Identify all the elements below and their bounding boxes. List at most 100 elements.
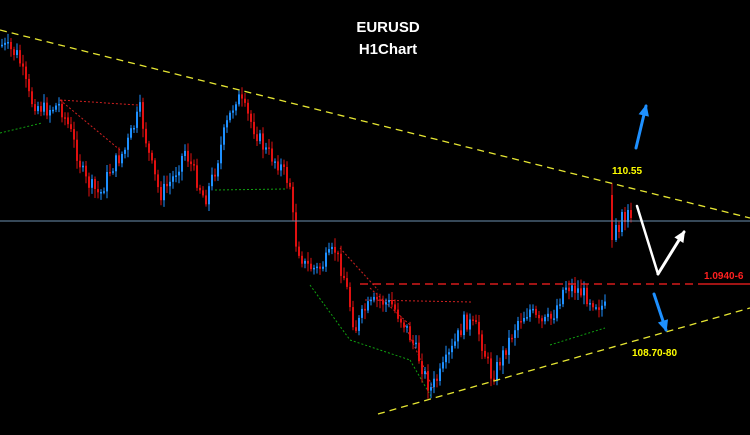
candle-body-165 <box>496 362 498 382</box>
candle-body-86 <box>259 133 261 142</box>
candle-body-74 <box>223 127 225 145</box>
candle-body-180 <box>541 318 543 322</box>
candle-body-193 <box>580 288 582 296</box>
candle-body-11 <box>34 104 36 112</box>
candle-body-198 <box>595 307 597 309</box>
candle-body-1 <box>4 42 6 45</box>
candle-body-122 <box>367 301 369 311</box>
candle-body-162 <box>487 356 489 359</box>
candle-body-4 <box>13 49 15 55</box>
pattern-red-0 <box>59 99 139 106</box>
pattern-red-2 <box>339 247 379 291</box>
candle-body-13 <box>40 106 42 112</box>
candle-body-176 <box>529 309 531 318</box>
candle-body-208 <box>630 210 632 218</box>
candle-body-42 <box>127 137 129 150</box>
candle-body-88 <box>265 147 267 150</box>
candle-body-105 <box>316 266 318 269</box>
candle-body-146 <box>439 368 441 381</box>
candle-body-128 <box>385 302 387 305</box>
candle-body-145 <box>436 378 438 381</box>
candle-body-78 <box>235 104 237 111</box>
candle-body-98 <box>295 212 297 247</box>
candle-body-130 <box>391 300 393 305</box>
candle-body-85 <box>256 134 258 142</box>
candle-body-28 <box>85 165 87 177</box>
candle-body-111 <box>334 246 336 253</box>
candle-body-121 <box>364 308 366 311</box>
pattern-red-1 <box>59 99 121 151</box>
candle-body-182 <box>547 313 549 317</box>
level-label-upper: 110.55 <box>612 166 642 177</box>
pattern-green-2 <box>309 284 351 341</box>
candle-body-129 <box>388 300 390 303</box>
candle-body-6 <box>19 50 21 64</box>
candle-body-72 <box>217 163 219 177</box>
candle-body-97 <box>292 186 294 213</box>
candle-body-12 <box>37 106 39 112</box>
candle-body-96 <box>289 182 291 187</box>
candle-body-125 <box>376 296 378 300</box>
candle-body-76 <box>229 112 231 121</box>
candle-body-117 <box>352 307 354 328</box>
candle-body-142 <box>427 371 429 391</box>
candle-body-0 <box>1 44 3 47</box>
candle-body-102 <box>307 260 309 264</box>
candle-body-115 <box>346 278 348 287</box>
chart-subtitle: H1Chart <box>359 41 417 58</box>
candle-body-92 <box>277 161 279 171</box>
candle-body-84 <box>253 121 255 135</box>
scenario-leg-down <box>635 204 660 276</box>
candle-body-169 <box>508 337 510 355</box>
candle-body-178 <box>535 308 537 315</box>
candle-body-49 <box>148 143 150 153</box>
candle-body-190 <box>571 285 573 292</box>
candle-body-5 <box>16 50 18 55</box>
candle-body-61 <box>184 150 186 156</box>
candle-body-44 <box>133 128 135 130</box>
candle-body-191 <box>574 285 576 293</box>
candle-body-166 <box>499 362 501 366</box>
candle-body-51 <box>154 160 156 175</box>
candle-body-186 <box>559 304 561 306</box>
candle-body-140 <box>421 361 423 375</box>
candle-body-171 <box>514 330 516 338</box>
candle-body-136 <box>409 326 411 341</box>
candle-body-172 <box>517 321 519 331</box>
candle-body-9 <box>28 78 30 92</box>
candle-body-27 <box>82 165 84 168</box>
candle-body-21 <box>64 117 66 119</box>
candle-body-62 <box>187 150 189 162</box>
candle-body-118 <box>355 327 357 331</box>
candle-body-77 <box>232 110 234 113</box>
candle-body-70 <box>211 174 213 187</box>
candle-body-25 <box>76 139 78 161</box>
candle-body-116 <box>349 287 351 308</box>
candle-body-93 <box>280 164 282 171</box>
candle-body-177 <box>532 308 534 311</box>
candle-body-148 <box>445 354 447 363</box>
candle-body-110 <box>331 246 333 250</box>
candle-body-95 <box>286 167 288 183</box>
candle-body-175 <box>526 317 528 319</box>
candle-body-138 <box>415 342 417 345</box>
candle-body-55 <box>166 183 168 187</box>
candle-body-185 <box>556 305 558 319</box>
trend-lines <box>0 29 750 415</box>
candle-body-160 <box>481 334 483 351</box>
chart-title: EURUSD <box>356 19 420 36</box>
candle-body-120 <box>361 308 363 318</box>
candle-body-14 <box>43 102 45 112</box>
candle-body-3 <box>10 42 12 50</box>
candle-body-52 <box>157 174 159 188</box>
candle-body-94 <box>283 164 285 167</box>
candle-body-108 <box>325 252 327 267</box>
candle-body-187 <box>562 289 564 305</box>
candle-body-131 <box>394 304 396 310</box>
candle-body-23 <box>70 124 72 130</box>
candle-body-151 <box>454 341 456 346</box>
candle-body-99 <box>298 246 300 256</box>
candle-body-15 <box>46 102 48 116</box>
